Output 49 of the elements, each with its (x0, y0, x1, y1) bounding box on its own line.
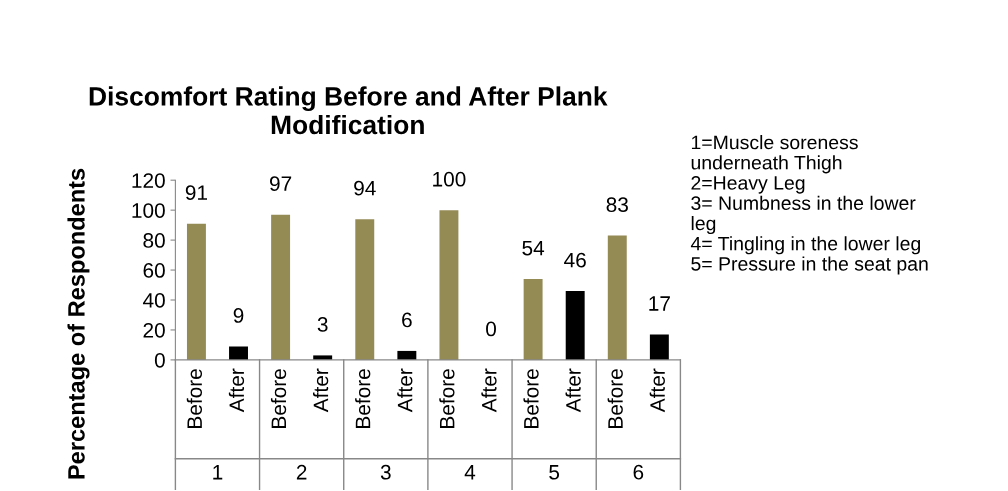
data-label: 54 (522, 240, 545, 256)
y-axis-title: Percentage of Respondents (67, 168, 90, 479)
x-tick-label: Before (186, 369, 203, 428)
x-tick-label: After (313, 368, 329, 413)
text: 2 (296, 464, 307, 480)
chart-title: Discomfort Rating Before and After Plank Modification (89, 86, 608, 135)
bar (523, 279, 543, 360)
data-label: 9 (233, 308, 244, 323)
x-tick-label: After (397, 368, 413, 413)
x-tick-label: Before (607, 369, 623, 428)
x-tick-label: After (565, 368, 581, 413)
text: 4 (464, 465, 476, 480)
data-label: 94 (354, 180, 376, 196)
x-tick-label: Before (439, 369, 455, 428)
x-tick-label: Before (523, 369, 539, 428)
data-label: 97 (269, 176, 292, 192)
bar (565, 291, 585, 360)
data-label: 3 (317, 317, 328, 332)
x-tick-label: After (649, 368, 665, 413)
y-tick-label: 100 (132, 203, 165, 218)
y-tick-label: 20 (143, 322, 165, 338)
data-label: 17 (649, 296, 670, 311)
data-label: 46 (564, 252, 586, 268)
text: 6 (633, 464, 644, 480)
text: 3 (380, 464, 391, 480)
bar (649, 334, 669, 360)
x-tick-label: After (481, 368, 497, 413)
x-tick-label: Before (355, 369, 371, 428)
y-tick-label: 60 (143, 263, 165, 278)
y-tick-label: 0 (154, 352, 165, 368)
y-tick-label: 80 (143, 233, 165, 248)
x-tick-label: Before (270, 369, 287, 428)
text: 1=Muscle soreness underneath Thigh 2=Heavy Leg 3= Numbness in the lower leg 4= Tingling in the lower leg 5= Pressure in the seat pan (690, 135, 928, 275)
bar (607, 235, 627, 360)
y-tick-label: 120 (132, 173, 165, 188)
bar (229, 346, 248, 360)
y-tick-label: 40 (142, 293, 165, 308)
bar (186, 223, 206, 360)
bar (439, 210, 459, 360)
bar (271, 214, 291, 360)
data-label: 83 (606, 197, 628, 213)
data-label: 91 (185, 185, 207, 201)
bar (355, 219, 375, 360)
data-label: 6 (402, 312, 412, 328)
text: 1 (213, 465, 223, 480)
data-label: 0 (486, 321, 496, 337)
x-tick-label: After (228, 368, 245, 413)
text: 5 (549, 465, 560, 480)
data-label: 100 (433, 171, 466, 187)
